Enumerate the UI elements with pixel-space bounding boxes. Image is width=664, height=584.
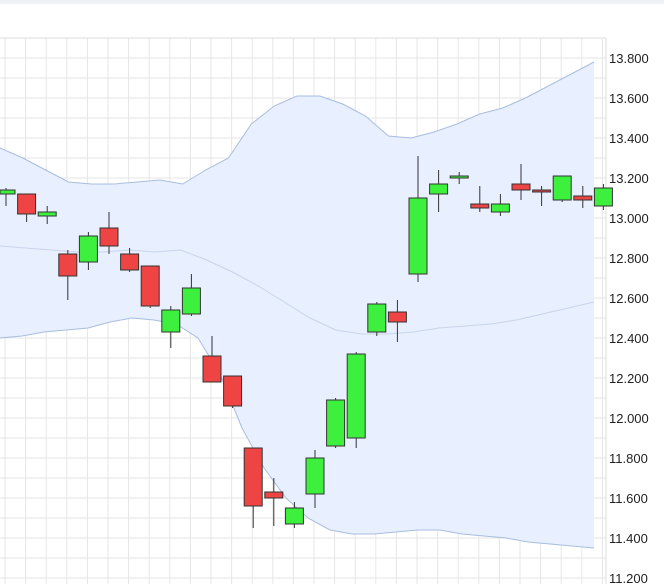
candle <box>223 375 243 408</box>
candle <box>181 274 201 316</box>
candle <box>346 352 366 448</box>
y-axis: 11.200 11.400 11.600 11.800 12.000 12.200 12.4… <box>609 51 649 584</box>
top-toolbar-strip <box>0 0 664 4</box>
candle <box>429 170 449 212</box>
candle <box>305 450 325 508</box>
candle-body <box>552 175 572 201</box>
candle-body <box>449 175 469 179</box>
candle-body <box>37 211 57 217</box>
candle-body <box>573 195 593 201</box>
band-fill-area <box>0 62 594 548</box>
candle-body <box>387 311 407 323</box>
candle-body <box>181 287 201 315</box>
y-tick-label: 13.000 <box>609 211 649 226</box>
candle <box>140 265 160 308</box>
candle-body <box>223 375 243 407</box>
candle <box>0 188 16 206</box>
candle <box>120 248 140 272</box>
candle-body <box>470 203 490 209</box>
candle <box>326 398 346 448</box>
candle <box>17 193 37 222</box>
bollinger-bands <box>0 61 595 549</box>
candle-body <box>78 235 98 263</box>
candle <box>408 156 428 282</box>
candle-body <box>593 187 613 207</box>
y-tick-label: 12.200 <box>609 371 649 386</box>
candle-body <box>284 507 304 525</box>
candle <box>573 186 593 208</box>
candle <box>470 186 490 212</box>
candle <box>37 206 57 224</box>
candle-body <box>264 491 284 499</box>
candle-body <box>326 399 346 447</box>
y-tick-label: 11.800 <box>609 451 648 466</box>
candle-body <box>140 265 160 307</box>
candle-body <box>99 227 119 247</box>
candle-body <box>305 457 325 495</box>
candle-body <box>490 203 510 213</box>
candle <box>593 184 613 210</box>
candle <box>99 212 119 254</box>
candle <box>243 447 263 528</box>
candle <box>449 172 469 184</box>
candle-body <box>511 183 531 191</box>
y-tick-label: 12.000 <box>609 411 649 426</box>
candle <box>284 502 304 528</box>
candle <box>58 250 78 300</box>
candle-body <box>408 197 428 275</box>
candle-body <box>346 353 366 439</box>
y-tick-label: 11.400 <box>609 531 648 546</box>
candle-body <box>120 253 140 271</box>
upper-band-line <box>0 61 595 185</box>
y-tick-label: 11.600 <box>609 491 648 506</box>
candle-body <box>202 355 222 383</box>
candle <box>202 336 222 383</box>
candles <box>0 156 613 528</box>
y-tick-label: 12.600 <box>609 291 649 306</box>
candle-body <box>17 193 37 215</box>
candle-body <box>58 253 78 277</box>
candle-body <box>532 189 552 193</box>
y-tick-label: 13.600 <box>609 91 649 106</box>
candle-body <box>367 303 387 333</box>
candle <box>367 302 387 336</box>
candle-body <box>161 309 181 333</box>
candle <box>264 478 284 526</box>
y-tick-label: 12.800 <box>609 251 649 266</box>
y-tick-label: 11.200 <box>609 571 648 584</box>
candle <box>511 164 531 200</box>
candle <box>552 175 572 202</box>
middle-band-line <box>0 245 595 335</box>
y-tick-label: 12.400 <box>609 331 649 346</box>
candle <box>387 300 407 342</box>
y-tick-label: 13.400 <box>609 131 649 146</box>
candle-body <box>0 189 16 195</box>
candle-body <box>429 183 449 195</box>
candle <box>161 306 181 348</box>
y-tick-label: 13.800 <box>609 51 649 66</box>
candle-body <box>243 447 263 507</box>
candle <box>532 186 552 206</box>
y-tick-label: 13.200 <box>609 171 649 186</box>
candle <box>78 232 98 270</box>
candle <box>490 194 510 216</box>
